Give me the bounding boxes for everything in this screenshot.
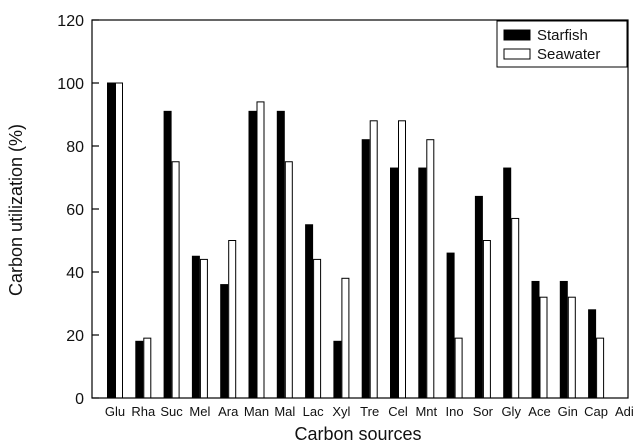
x-tick-label: Ace (528, 404, 550, 419)
bar-seawater-mal (284, 161, 293, 399)
x-tick-label: Mnt (415, 404, 437, 419)
bar-seawater-man (256, 101, 265, 399)
x-tick-label: Ara (218, 404, 239, 419)
y-axis-ticks: 0 20 40 60 80 100 120 (57, 13, 99, 408)
y-tick-label: 0 (75, 391, 84, 408)
x-tick-label: Xyl (332, 404, 350, 419)
x-tick-label: Ino (446, 404, 464, 419)
bar-seawater-xyl (341, 277, 350, 399)
x-tick-label: Tre (360, 404, 379, 419)
bar-seawater-rha (143, 337, 152, 399)
bar-seawater-gly (511, 217, 520, 399)
bar-starfish-sor (474, 195, 483, 399)
x-tick-label: Lac (303, 404, 324, 419)
x-tick-label: Gin (558, 404, 578, 419)
x-tick-label: Sor (473, 404, 494, 419)
y-axis-title: Carbon utilization (%) (6, 124, 26, 296)
bar-starfish-gin (559, 280, 568, 399)
y-tick-label: 120 (57, 13, 84, 30)
bar-starfish-cap (588, 309, 597, 399)
legend-label-seawater: Seawater (537, 46, 600, 63)
x-tick-label: Mal (274, 404, 295, 419)
bar-seawater-mnt (426, 139, 435, 399)
legend-label-starfish: Starfish (537, 27, 588, 44)
bar-seawater-sor (482, 240, 491, 399)
bar-seawater-cel (398, 120, 406, 399)
bar-seawater-lac (313, 258, 322, 399)
bar-seawater-mel (199, 258, 208, 399)
bar-starfish-rha (135, 340, 144, 399)
bar-seawater-gin (567, 296, 576, 399)
x-tick-label: Cap (584, 404, 608, 419)
bar-starfish-gly (503, 167, 512, 399)
x-tick-label: Man (244, 404, 269, 419)
bar-starfish-cel (390, 167, 398, 399)
x-tick-label: Suc (160, 404, 183, 419)
bar-starfish-glu (107, 82, 115, 399)
bar-starfish-mel (191, 255, 200, 399)
x-tick-label: Glu (105, 404, 125, 419)
bar-starfish-ino (446, 252, 455, 399)
legend-swatch-seawater (503, 48, 531, 60)
bar-starfish-mal (276, 110, 285, 399)
plot-frame (91, 19, 629, 399)
bar-starfish-ace (531, 280, 540, 399)
bar-starfish-ara (220, 284, 229, 399)
bar-seawater-cap (596, 337, 605, 399)
x-axis-title: Carbon sources (294, 424, 421, 444)
bar-seawater-tre (369, 120, 378, 399)
y-tick-label: 60 (66, 202, 84, 219)
y-tick-label: 20 (66, 328, 84, 345)
y-tick-label: 40 (66, 265, 84, 282)
bar-seawater-ara (228, 240, 237, 399)
x-axis-labels: Glu Rha Suc Mel Ara Man Mal Lac Xyl Tre Cel Mnt Ino S… (105, 404, 634, 419)
bar-seawater-glu (115, 82, 123, 399)
bar-starfish-lac (305, 224, 314, 399)
bar-seawater-suc (171, 161, 180, 399)
bar-starfish-tre (361, 139, 370, 399)
bar-starfish-suc (163, 110, 172, 399)
bar-starfish-man (248, 110, 257, 399)
y-tick-label: 80 (66, 139, 84, 156)
x-tick-label: Mel (189, 404, 210, 419)
bars (107, 82, 605, 399)
bar-seawater-ace (539, 296, 548, 399)
x-tick-label: Cel (388, 404, 408, 419)
legend: Starfish Seawater (496, 20, 628, 68)
bar-seawater-ino (454, 337, 463, 399)
y-tick-label: 100 (57, 76, 84, 93)
x-tick-label: Gly (501, 404, 521, 419)
x-tick-label: Rha (131, 404, 156, 419)
bar-starfish-xyl (333, 340, 342, 399)
x-tick-label: Adi (615, 404, 634, 419)
legend-swatch-starfish (503, 29, 531, 41)
bar-starfish-mnt (418, 167, 427, 399)
